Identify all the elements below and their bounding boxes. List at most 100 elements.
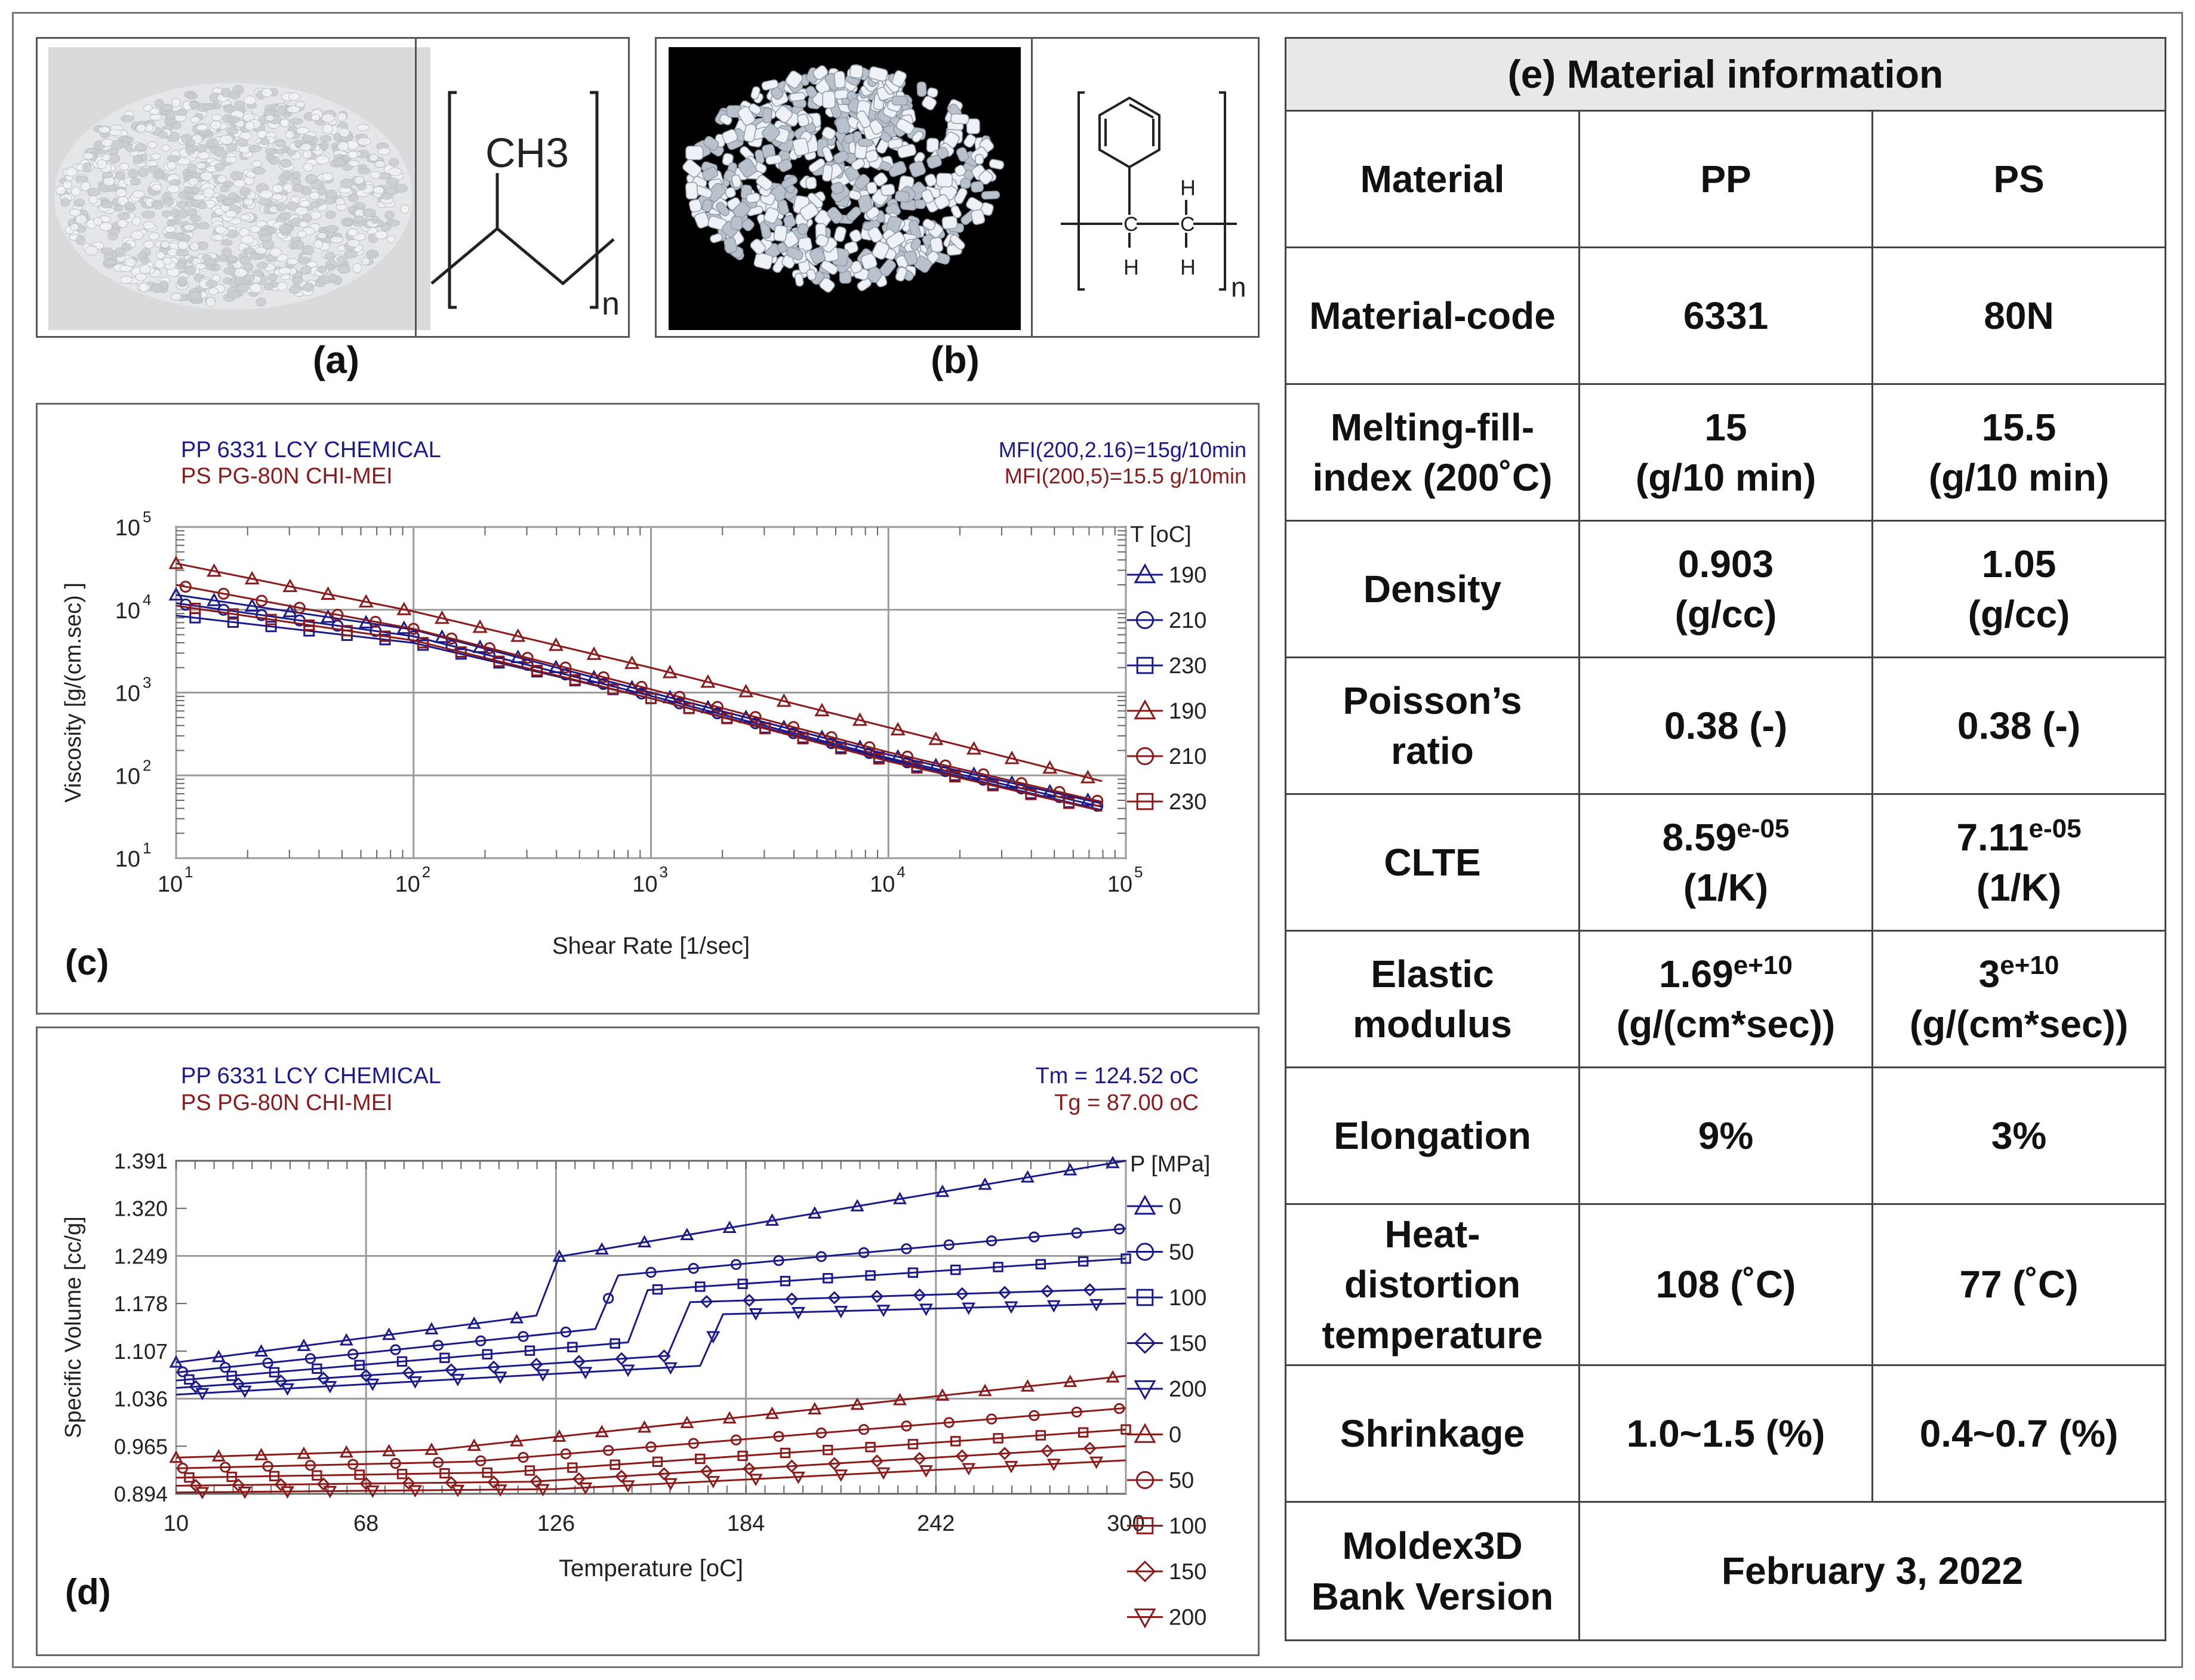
row-label-material-code: Material-code xyxy=(1285,246,1580,385)
data-marker xyxy=(578,1367,593,1380)
pellet xyxy=(235,138,248,147)
pellet xyxy=(187,164,197,174)
data-marker xyxy=(680,1416,694,1428)
pellet xyxy=(292,184,304,192)
pellet xyxy=(131,230,144,240)
data-marker xyxy=(1035,1430,1046,1441)
pellet xyxy=(370,171,381,179)
legend-entry: 190 xyxy=(1169,699,1206,724)
material-info-table: (e) Material information Material PP PS … xyxy=(1285,37,2166,1641)
data-marker xyxy=(238,1385,252,1398)
pellet xyxy=(305,174,317,184)
ps-hdt: 77 (˚C) xyxy=(1871,1203,2166,1366)
x-tick-label: 242 xyxy=(917,1511,955,1536)
pellet xyxy=(82,162,92,172)
legend-entry: 100 xyxy=(1169,1286,1206,1311)
pellet xyxy=(125,258,137,267)
x-tick-exponent: 4 xyxy=(897,863,905,881)
pellet xyxy=(130,178,141,186)
pellet xyxy=(119,276,133,284)
data-marker xyxy=(358,615,374,628)
data-marker xyxy=(935,1388,950,1401)
pellet xyxy=(128,168,138,178)
pellet xyxy=(107,227,121,235)
pellet xyxy=(336,255,347,264)
pellet xyxy=(313,239,323,249)
data-marker xyxy=(1020,1170,1035,1183)
pellet xyxy=(264,115,275,122)
y-tick-exponent: 1 xyxy=(143,839,151,857)
data-marker xyxy=(254,1344,269,1357)
pellet xyxy=(833,226,846,242)
ps-poisson: 0.38 (-) xyxy=(1871,656,2166,795)
data-marker xyxy=(950,1436,961,1447)
pellet xyxy=(223,105,236,113)
series-pp-230 xyxy=(176,612,1103,811)
data-marker xyxy=(1063,1163,1078,1176)
pellet xyxy=(158,131,168,138)
series-pp-150 xyxy=(176,1283,1126,1394)
pellet xyxy=(981,190,1000,200)
pellet xyxy=(251,160,262,167)
pellet xyxy=(297,230,307,238)
data-marker xyxy=(808,1206,822,1219)
data-marker xyxy=(323,1380,337,1394)
pellet xyxy=(830,181,844,195)
pellet xyxy=(109,129,122,136)
pellet xyxy=(291,177,301,185)
data-marker xyxy=(901,1420,912,1432)
data-marker xyxy=(870,1454,884,1468)
data-marker xyxy=(827,1291,841,1305)
data-marker xyxy=(244,571,260,585)
pellet xyxy=(785,70,804,89)
table-row: Elongation 9% 3% xyxy=(1285,1066,2166,1205)
data-marker xyxy=(787,721,800,733)
pellet xyxy=(971,209,986,226)
pellet xyxy=(377,147,390,156)
data-marker xyxy=(913,1288,926,1302)
pellet xyxy=(322,124,333,134)
pellet xyxy=(731,215,743,230)
data-marker xyxy=(825,731,838,744)
pellet xyxy=(761,124,780,143)
pellet xyxy=(195,144,207,153)
table-row: Elastic modulus 1.69e+10 (g/(cm*sec)) 3e+1… xyxy=(1285,930,2166,1068)
pellet xyxy=(337,141,349,152)
legend-entry: 100 xyxy=(1169,1514,1206,1539)
data-marker xyxy=(417,637,429,649)
table-row: Moldex3D Bank Version February 3, 2022 xyxy=(1285,1501,2166,1641)
pellet xyxy=(833,150,849,164)
pellet xyxy=(167,161,177,170)
table-row: Density 0.903 (g/cc) 1.05 (g/cc) xyxy=(1285,520,2166,658)
pellet xyxy=(250,283,262,294)
data-marker xyxy=(529,1475,543,1488)
data-marker xyxy=(1029,1231,1040,1243)
data-marker xyxy=(998,1286,1012,1299)
data-marker xyxy=(943,1417,955,1428)
data-marker xyxy=(928,731,944,745)
pellet xyxy=(310,211,322,220)
pellet xyxy=(319,135,332,142)
x-tick-label: 126 xyxy=(537,1511,575,1536)
pellet xyxy=(83,152,94,160)
pellet xyxy=(897,143,917,159)
data-marker xyxy=(987,779,999,791)
data-marker xyxy=(432,1457,444,1468)
legend-pp: PP 6331 LCY CHEMICAL xyxy=(181,1064,441,1089)
header-material: Material xyxy=(1285,110,1580,248)
data-marker xyxy=(780,1275,791,1287)
pellet xyxy=(243,263,254,272)
data-marker xyxy=(402,1365,415,1380)
pellet xyxy=(252,167,266,175)
legend-title: P [MPa] xyxy=(1130,1152,1210,1177)
data-marker xyxy=(1113,1403,1125,1414)
data-marker xyxy=(217,587,230,600)
data-marker xyxy=(559,661,572,674)
pellet xyxy=(912,131,924,143)
pp-clte: 8.59e-05 (1/K) xyxy=(1578,793,1873,932)
data-marker xyxy=(722,1220,737,1233)
data-marker xyxy=(865,1270,876,1281)
series-pp-100 xyxy=(176,1253,1131,1385)
data-marker xyxy=(339,1445,353,1458)
data-marker xyxy=(759,723,771,735)
